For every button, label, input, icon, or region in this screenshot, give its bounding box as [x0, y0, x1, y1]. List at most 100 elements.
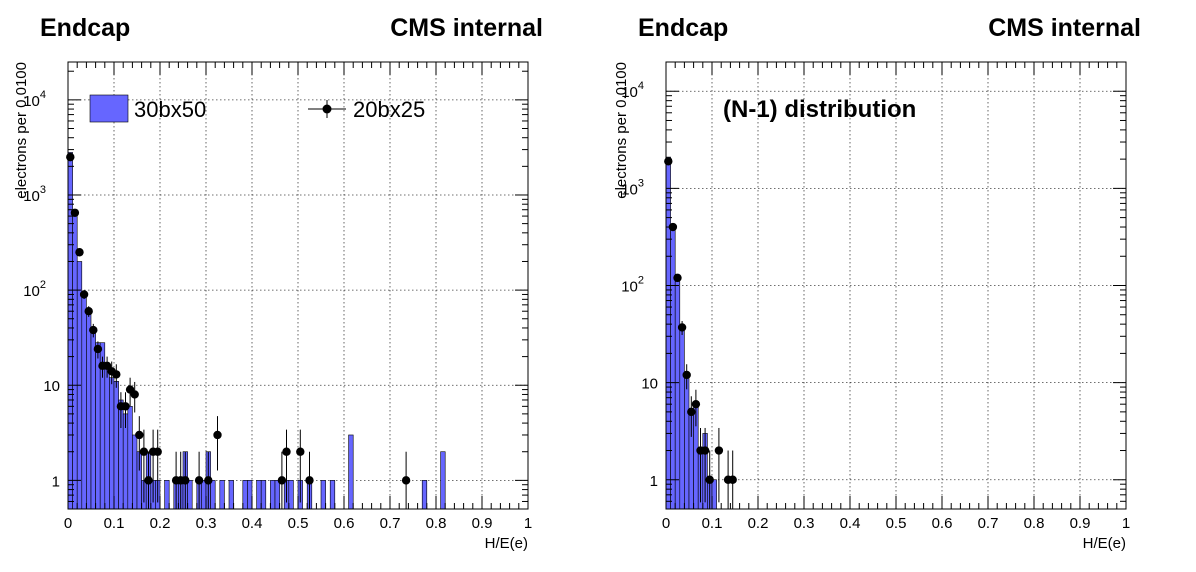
histogram-bar — [90, 327, 96, 510]
data-point — [282, 447, 291, 456]
data-point — [305, 476, 314, 485]
annotation-label: (N-1) distribution — [723, 96, 916, 123]
x-tick-label: 0.2 — [150, 515, 171, 532]
histogram-series — [67, 152, 446, 510]
region-label: Endcap — [638, 14, 728, 42]
histogram-bar — [67, 152, 73, 510]
histogram-bar — [256, 480, 262, 510]
x-tick-label: 0.1 — [702, 515, 723, 532]
y-axis-label: electrons per 0.0100 — [13, 62, 30, 199]
y-tick-label: 104 — [23, 89, 46, 110]
x-tick-label: 0 — [64, 515, 72, 532]
x-tick-label: 0.8 — [426, 515, 447, 532]
data-point — [102, 361, 112, 371]
data-point — [181, 476, 190, 485]
data-point — [705, 475, 714, 484]
data-point — [673, 273, 682, 283]
histogram-bar — [219, 480, 225, 510]
histogram-bar — [684, 374, 690, 510]
histogram-bar — [260, 480, 267, 510]
y-tick-label: 1 — [52, 473, 60, 490]
data-point — [153, 447, 162, 456]
data-point — [691, 399, 701, 409]
x-tick-label: 0.6 — [334, 515, 355, 532]
histogram-bar — [348, 434, 354, 510]
x-tick-label: 0.2 — [748, 515, 769, 532]
data-point — [89, 325, 98, 335]
histogram-series — [665, 156, 717, 510]
y-tick-label: 103 — [23, 184, 46, 205]
x-axis-ticks: 0 0.1 0.2 0.3 0.4 0.5 0.6 0.7 0.8 0.9 1 — [64, 62, 532, 532]
histogram-bar — [242, 480, 248, 510]
x-tick-label: 0.7 — [978, 515, 999, 532]
x-tick-label: 0.3 — [794, 515, 815, 532]
histogram-bar — [247, 480, 253, 510]
data-point — [66, 152, 75, 162]
x-tick-label: 0.9 — [1070, 515, 1091, 532]
data-point — [121, 402, 130, 411]
x-tick-label: 1 — [1122, 515, 1130, 532]
chart-panel-2: Endcap CMS internal 0 0.1 0.2 0.3 0.4 0.5 0.6 0.7… — [613, 14, 1141, 552]
x-tick-label: 0.5 — [288, 515, 309, 532]
legend-swatch-point — [322, 104, 332, 114]
x-axis-label: H/E(e) — [485, 535, 528, 552]
x-tick-label: 0.4 — [242, 515, 263, 532]
data-point — [84, 307, 93, 316]
x-tick-label: 0.4 — [840, 515, 861, 532]
data-point — [112, 370, 121, 379]
y-tick-label: 102 — [621, 275, 644, 296]
data-point — [135, 430, 144, 440]
histogram-bar — [674, 281, 681, 510]
x-tick-label: 0.1 — [104, 515, 125, 532]
histogram-bar — [440, 451, 446, 510]
data-point — [687, 407, 696, 417]
data-point — [714, 446, 724, 455]
x-tick-label: 0.8 — [1024, 515, 1045, 532]
legend-swatch-histogram — [89, 94, 129, 123]
histogram-bar — [228, 480, 234, 510]
histogram-bar — [132, 434, 138, 510]
x-axis-ticks: 0 0.1 0.2 0.3 0.4 0.5 0.6 0.7 0.8 0.9 1 — [662, 62, 1130, 532]
histogram-bar — [210, 480, 216, 510]
y-tick-label: 104 — [621, 80, 644, 101]
data-point — [728, 475, 737, 484]
x-tick-label: 0.6 — [932, 515, 953, 532]
data-point — [401, 476, 411, 485]
data-point — [79, 290, 89, 299]
histogram-bar — [187, 480, 193, 510]
y-tick-label: 10 — [641, 376, 658, 393]
gridlines — [666, 62, 1126, 509]
y-tick-label: 102 — [23, 279, 46, 300]
histogram-bar — [104, 368, 110, 510]
data-point — [664, 157, 673, 166]
legend-label-points: 20bx25 — [353, 97, 425, 122]
legend: 30bx50 20bx25 — [89, 94, 425, 123]
data-point — [194, 476, 204, 485]
y-tick-label: 103 — [621, 177, 644, 198]
y-axis-ticks: 1 10 102 103 104 — [23, 70, 528, 510]
histogram-bar — [270, 480, 276, 510]
data-point — [682, 370, 691, 380]
data-point — [204, 476, 213, 485]
histogram-bar — [320, 480, 326, 510]
x-tick-label: 0 — [662, 515, 670, 532]
histogram-bar — [711, 479, 717, 510]
x-tick-label: 0.5 — [886, 515, 907, 532]
histogram-bar — [329, 480, 336, 510]
y-axis-ticks: 1 10 102 103 104 — [621, 61, 1126, 510]
x-tick-label: 0.3 — [196, 515, 217, 532]
data-point — [70, 208, 80, 217]
data-point — [668, 222, 678, 232]
data-point — [130, 390, 139, 399]
y-tick-label: 10 — [43, 378, 60, 395]
histogram-bar — [122, 413, 129, 510]
histogram-bar — [86, 310, 92, 510]
data-point — [296, 447, 305, 456]
legend-label-histogram: 30bx50 — [134, 97, 206, 122]
histogram-bar — [81, 294, 87, 510]
histogram-bar — [109, 377, 115, 510]
histogram-bar — [679, 329, 685, 510]
histogram-bar — [670, 226, 676, 510]
data-point — [144, 476, 153, 485]
